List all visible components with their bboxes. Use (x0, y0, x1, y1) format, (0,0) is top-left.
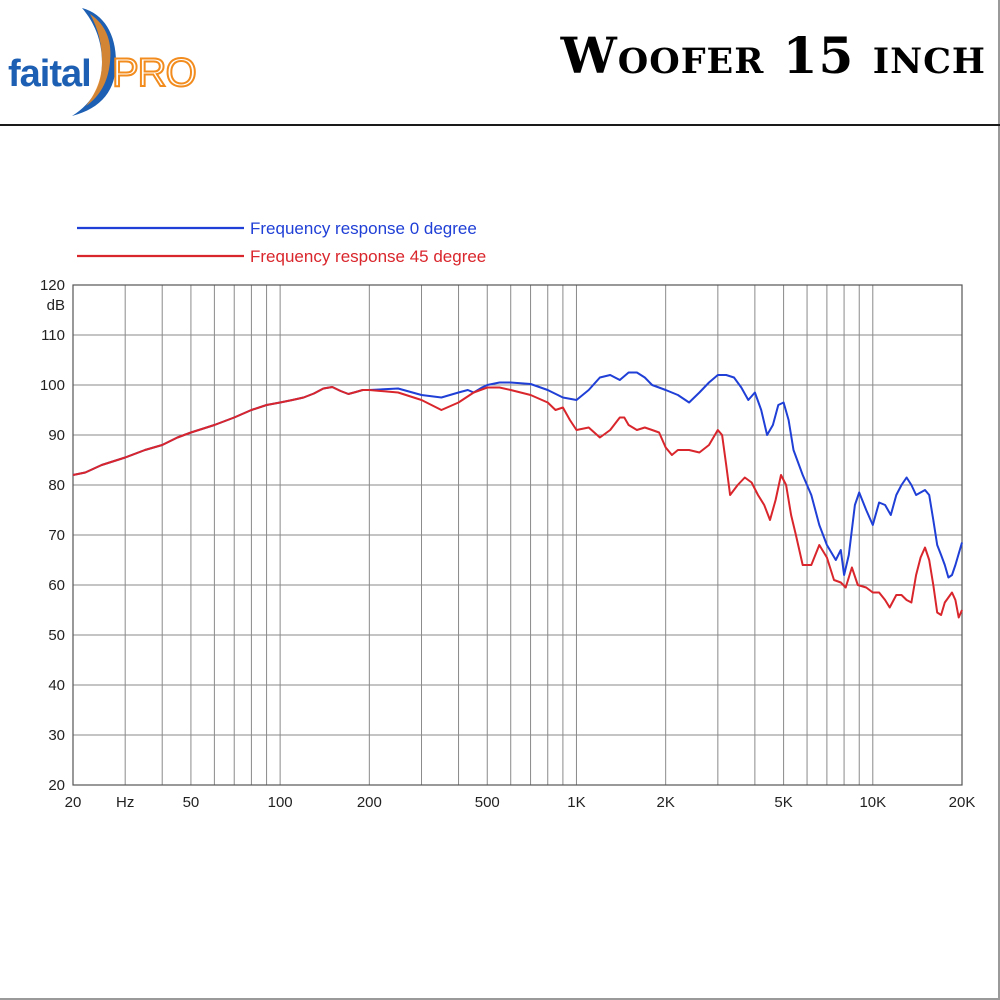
y-axis-label: dB (47, 297, 65, 314)
legend: Frequency response 0 degree Frequency res… (77, 219, 486, 266)
series-line-1 (72, 386, 963, 619)
legend-label: Frequency response 0 degree (250, 219, 477, 238)
y-tick-label: 60 (48, 577, 65, 594)
x-tick-label: 1K (567, 794, 585, 811)
x-tick-label: 50 (183, 794, 200, 811)
x-tick-label: Hz (116, 794, 134, 811)
y-tick-label: 40 (48, 677, 65, 694)
y-tick-label: 80 (48, 477, 65, 494)
x-axis-tick-labels: 20 Hz 50 100 200 500 1K 2K 5K 10K 20K (65, 794, 976, 811)
grid (72, 284, 963, 786)
x-tick-label: 10K (859, 794, 886, 811)
legend-label: Frequency response 45 degree (250, 247, 486, 266)
header: faital PRO Woofer 15 inch (0, 0, 1000, 126)
x-tick-label: 20K (949, 794, 976, 811)
page-title: Woofer 15 inch (560, 26, 986, 85)
y-tick-label: 50 (48, 627, 65, 644)
x-tick-label: 500 (475, 794, 500, 811)
brand-right-text: PRO (112, 51, 196, 95)
brand-left-text: faital (8, 53, 91, 95)
y-tick-label: 30 (48, 727, 65, 744)
series-line-0 (72, 371, 963, 579)
x-tick-label: 2K (656, 794, 674, 811)
y-axis-tick-labels: 20 30 40 50 60 70 80 90 100 110 120 (40, 277, 65, 794)
faital-pro-logo: faital PRO (8, 8, 198, 116)
frequency-response-chart: 20 Hz 50 100 200 500 1K 2K 5K 10K 20K 20 30 40 50 60 70… (40, 219, 976, 811)
y-tick-label: 100 (40, 377, 65, 394)
y-tick-label: 20 (48, 777, 65, 794)
y-tick-label: 120 (40, 277, 65, 294)
plot-border (72, 284, 963, 786)
series-lines (72, 371, 963, 619)
x-tick-label: 5K (774, 794, 792, 811)
x-tick-label: 20 (65, 794, 82, 811)
x-tick-label: 100 (268, 794, 293, 811)
x-tick-label: 200 (357, 794, 382, 811)
y-tick-label: 90 (48, 427, 65, 444)
y-tick-label: 70 (48, 527, 65, 544)
y-tick-label: 110 (41, 327, 65, 344)
